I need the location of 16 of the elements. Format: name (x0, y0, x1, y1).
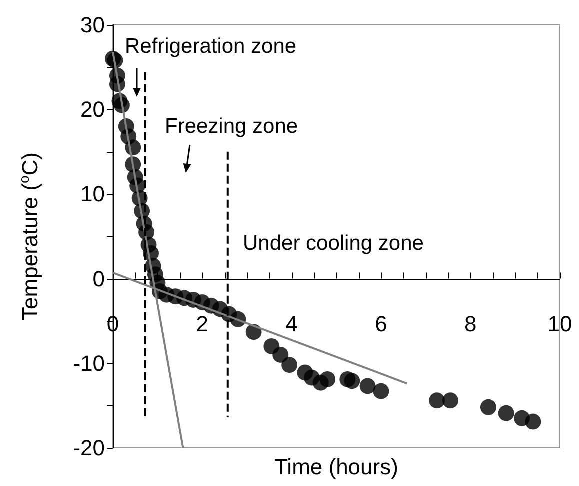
y-tick-label: -20 (73, 436, 105, 460)
annotation: Refrigeration zone (125, 35, 297, 58)
annotation: Freezing zone (165, 115, 298, 138)
y-tick-label: 20 (80, 97, 105, 122)
x-axis-title: Time (hours) (274, 454, 398, 480)
x-tick-label: 4 (286, 311, 298, 336)
y-axis-title: Temperature (oC) (16, 152, 42, 320)
y-tick-label: 30 (80, 12, 105, 38)
x-tick-label: 10 (548, 311, 572, 336)
annotation: Under cooling zone (243, 232, 424, 255)
y-tick-label: 10 (80, 182, 105, 207)
x-tick-label: 8 (464, 311, 477, 336)
x-tick-label: 6 (375, 311, 388, 336)
y-tick-label: 0 (92, 266, 105, 292)
y-tick-label: -10 (73, 350, 105, 376)
x-tick-label: 2 (196, 311, 209, 336)
